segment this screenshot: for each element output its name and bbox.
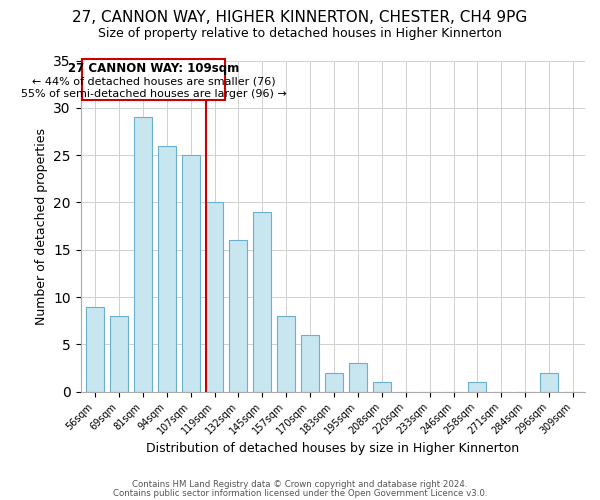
Bar [110, 316, 128, 392]
Text: ← 44% of detached houses are smaller (76): ← 44% of detached houses are smaller (76… [32, 76, 275, 86]
Bar [540, 373, 558, 392]
Bar [182, 155, 200, 392]
Bar [86, 306, 104, 392]
Text: Contains HM Land Registry data © Crown copyright and database right 2024.: Contains HM Land Registry data © Crown c… [132, 480, 468, 489]
Bar [253, 212, 271, 392]
Bar [206, 202, 223, 392]
Bar [301, 335, 319, 392]
X-axis label: Distribution of detached houses by size in Higher Kinnerton: Distribution of detached houses by size … [146, 442, 520, 455]
Bar [134, 118, 152, 392]
Text: Contains public sector information licensed under the Open Government Licence v3: Contains public sector information licen… [113, 488, 487, 498]
Bar [158, 146, 176, 392]
FancyBboxPatch shape [82, 58, 225, 100]
Bar [325, 373, 343, 392]
Text: 55% of semi-detached houses are larger (96) →: 55% of semi-detached houses are larger (… [20, 89, 286, 99]
Bar [469, 382, 487, 392]
Bar [373, 382, 391, 392]
Bar [229, 240, 247, 392]
Text: 27, CANNON WAY, HIGHER KINNERTON, CHESTER, CH4 9PG: 27, CANNON WAY, HIGHER KINNERTON, CHESTE… [73, 10, 527, 25]
Bar [277, 316, 295, 392]
Bar [349, 364, 367, 392]
Y-axis label: Number of detached properties: Number of detached properties [35, 128, 48, 324]
Text: 27 CANNON WAY: 109sqm: 27 CANNON WAY: 109sqm [68, 62, 239, 76]
Text: Size of property relative to detached houses in Higher Kinnerton: Size of property relative to detached ho… [98, 28, 502, 40]
